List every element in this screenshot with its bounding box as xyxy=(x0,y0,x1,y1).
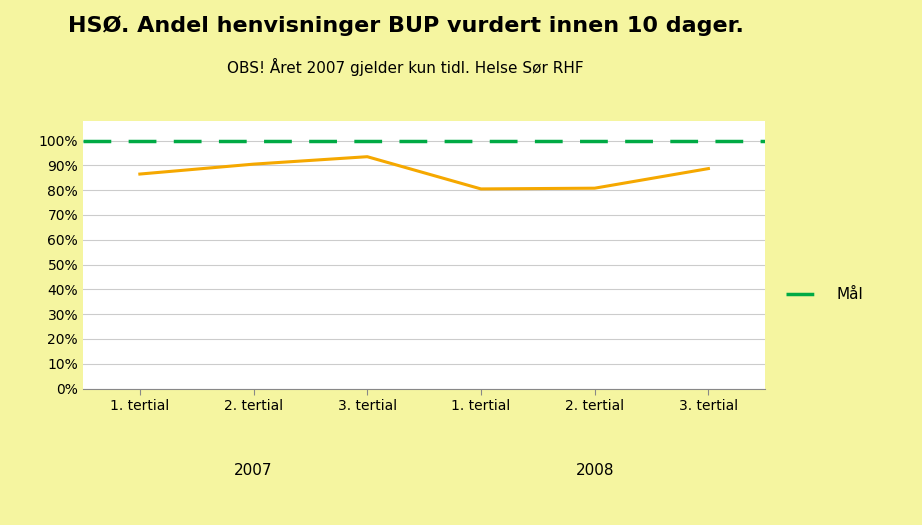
Legend: Mål: Mål xyxy=(780,281,869,308)
Text: HSØ. Andel henvisninger BUP vurdert innen 10 dager.: HSØ. Andel henvisninger BUP vurdert inne… xyxy=(67,16,744,36)
Text: 2007: 2007 xyxy=(234,464,273,478)
Text: OBS! Året 2007 gjelder kun tidl. Helse Sør RHF: OBS! Året 2007 gjelder kun tidl. Helse S… xyxy=(228,58,584,76)
Text: 2008: 2008 xyxy=(575,464,614,478)
